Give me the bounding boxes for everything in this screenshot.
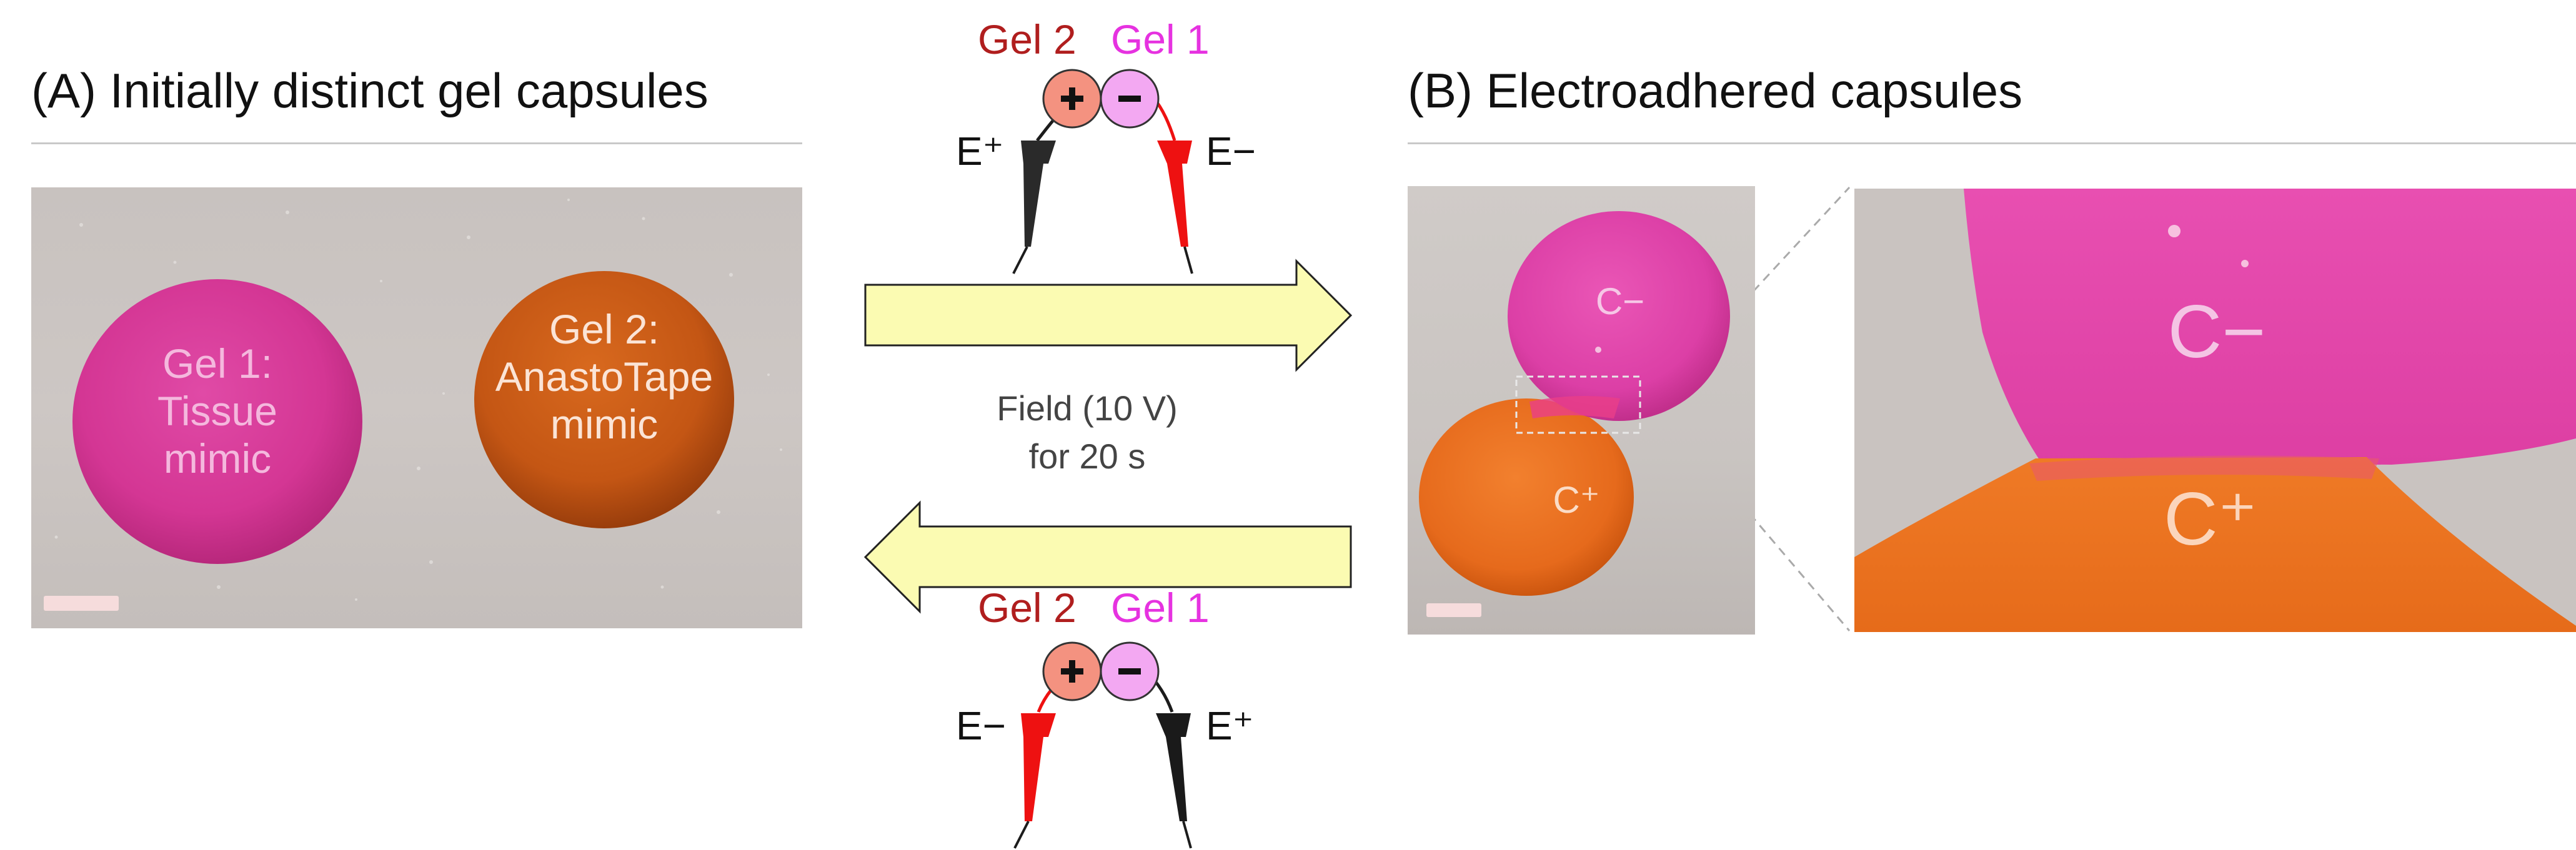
panel-b-photo: C− C⁺ (1408, 186, 1755, 635)
zoom-photo-art (1854, 189, 2576, 632)
top-probe-left (1012, 95, 1082, 274)
panel-b-title: (B) Electroadhered capsules (1408, 63, 2023, 118)
panel-a-photo-art (54, 199, 782, 601)
top-e-left-label: E⁺ (956, 129, 1004, 174)
gel-2-capsule (474, 271, 734, 528)
panel-a-photo: Gel 1: Tissue mimic Gel 2: AnastoTape mi… (31, 187, 802, 628)
top-gel-2-label: Gel 2 (978, 16, 1077, 62)
c-minus-label: C− (1595, 280, 1645, 322)
zoom-c-plus-label: C⁺ (2164, 477, 2257, 561)
top-plus-icon (1061, 87, 1083, 110)
bottom-gel-2-circle (1042, 641, 1102, 701)
bottom-e-right-label: E⁺ (1206, 703, 1254, 748)
bottom-gel-1-label: Gel 1 (1111, 585, 1210, 631)
panel-b-rule (1408, 142, 2576, 144)
top-gel-1-circle (1100, 69, 1160, 129)
top-gel-2-circle (1042, 69, 1102, 129)
gel-1-capsule (72, 279, 362, 564)
bottom-e-left-label: E− (956, 703, 1007, 748)
bottom-probe-right (1145, 670, 1192, 849)
scale-bar (44, 596, 119, 611)
scale-bar-b (1426, 603, 1481, 617)
field-description: Field (10 V) for 20 s (997, 388, 1178, 477)
top-minus-icon (1118, 96, 1141, 102)
zoom-c-minus-region (1964, 189, 2576, 465)
panel-b-photo-art (1419, 211, 1730, 596)
forward-arrow (864, 259, 1353, 372)
bottom-minus-icon (1118, 668, 1141, 675)
gel-2-label: Gel 2: AnastoTape mimic (495, 306, 714, 447)
bottom-gel-1-circle (1100, 641, 1160, 701)
zoom-c-minus-label: C− (2167, 290, 2266, 373)
gel-1-label: Gel 1: Tissue mimic (157, 340, 277, 482)
c-plus-label: C⁺ (1553, 479, 1600, 521)
zoom-region-box (1515, 375, 1641, 434)
reverse-arrow (863, 500, 1352, 614)
top-e-right-label: E− (1206, 129, 1256, 174)
zoom-c-plus-region (1854, 457, 2576, 632)
c-minus-capsule (1508, 211, 1730, 421)
top-probe-right (1151, 96, 1193, 274)
panel-a-title: (A) Initially distinct gel capsules (31, 63, 709, 118)
bottom-gel-2-label: Gel 2 (978, 585, 1077, 631)
top-gel-1-label: Gel 1 (1111, 16, 1210, 62)
background-speckles (54, 199, 782, 601)
panel-b-zoom-photo: C− C⁺ (1854, 189, 2576, 632)
bottom-plus-icon (1061, 660, 1083, 683)
panel-a-rule (31, 142, 802, 144)
bottom-probe-left (1013, 670, 1075, 849)
c-plus-capsule (1419, 398, 1634, 596)
